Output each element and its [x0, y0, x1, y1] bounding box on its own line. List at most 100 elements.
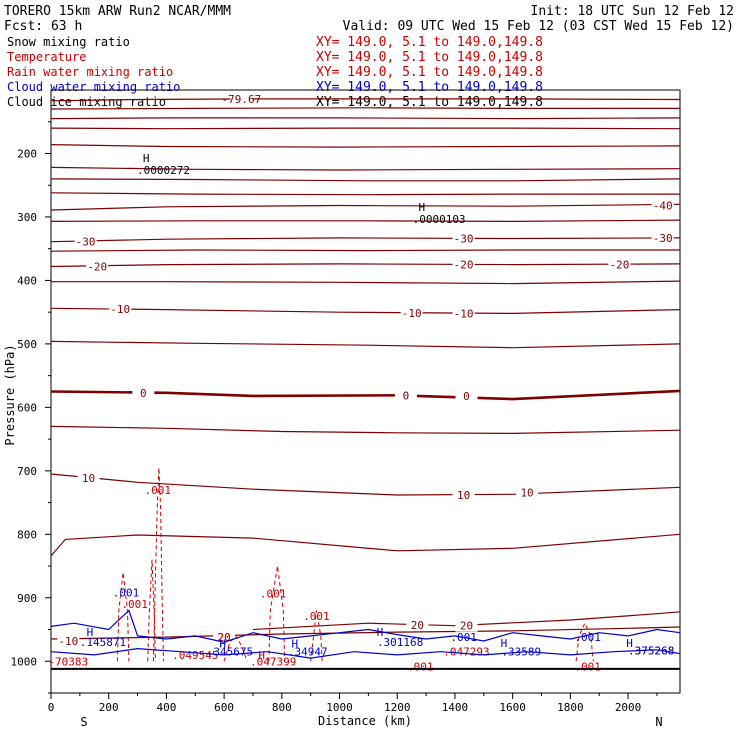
isotherm-label-bg [452, 307, 475, 320]
header-fcst: Fcst: 63 h [4, 19, 82, 34]
high-marker: H [418, 201, 425, 214]
y-axis-label: Pressure (hPa) [3, 344, 17, 445]
isotherm-label: 0 [403, 389, 410, 402]
y-tick-label: 1000 [11, 655, 38, 668]
y-tick-label: 500 [17, 338, 37, 351]
isotherm-label: -20 [87, 260, 107, 273]
isotherm-label: -10 [454, 307, 474, 320]
x-axis-label: Distance (km) [318, 714, 412, 728]
isotherm [50, 626, 681, 640]
isotherm [50, 144, 681, 148]
isotherm [50, 219, 681, 223]
high-marker: H [219, 637, 226, 650]
isotherm [50, 249, 680, 252]
isotherm-label-bg [516, 486, 539, 499]
isotherm-label-bg [651, 199, 674, 212]
isotherm [50, 127, 681, 130]
y-tick-label: 800 [17, 528, 37, 541]
x-tick-label: 2000 [615, 701, 642, 714]
isotherm-label-bg [394, 389, 417, 402]
x-tick-label: 200 [99, 701, 119, 714]
isotherm-label-bg [74, 235, 97, 248]
isotherm [51, 280, 681, 285]
isotherm-label-bg [406, 619, 429, 632]
isotherm-label: 0 [463, 390, 470, 403]
isotherm-label: 20 [460, 620, 473, 633]
legend-entry: Rain water mixing ratio [7, 65, 173, 79]
cloudwater-label: .33589 [501, 646, 541, 659]
cloudwater-label: .001 [450, 631, 477, 644]
isotherm-label: -10 [402, 307, 422, 320]
high-marker: H [258, 649, 265, 662]
south-end-label: S [80, 715, 87, 729]
high-marker: H [87, 626, 94, 639]
x-tick-label: 0 [48, 701, 55, 714]
cloudwater-label: .001 [113, 587, 140, 600]
header-init: Init: 18 UTC Sun 12 Feb 12 [531, 4, 735, 19]
rain-contour [147, 559, 156, 662]
rain-label: .047293 [443, 646, 489, 659]
isotherm-label: 20 [411, 619, 424, 632]
isotherm [50, 98, 681, 102]
isotherm-label: 0 [140, 387, 147, 400]
rain-label: .375268 [628, 644, 674, 657]
legend-entry: Cloud ice mixing ratio [7, 95, 166, 109]
isotherm [50, 178, 681, 182]
isotherm-label-bg [455, 389, 478, 402]
rain-contour [152, 467, 164, 662]
y-tick-label: 600 [17, 401, 37, 414]
high-marker: .0000272 [137, 164, 190, 177]
rain-label: .001 [407, 660, 434, 673]
rain-contour [268, 566, 286, 662]
rain-label: .001 [121, 598, 148, 611]
y-tick-label: 200 [17, 147, 37, 160]
plot-area: -79.67 -40 -30 -30 -30 -20 -20 -20 -10 -10 -10 0 0 0 1… [48, 89, 681, 694]
rain-label: .001 [260, 587, 287, 600]
rain-contour [223, 635, 248, 662]
isotherm-label: -20 [609, 259, 629, 272]
high-marker: H [626, 637, 633, 650]
cloudwater-label: .375268 [628, 644, 674, 657]
cloudwater-label: .001 [574, 631, 601, 644]
rain-contour [575, 621, 594, 662]
isotherm-label: -30 [653, 232, 673, 245]
x-tick-label: 1600 [499, 701, 526, 714]
high-marker: H [377, 626, 384, 639]
isotherm [50, 473, 681, 496]
cloudwater-label: .34947 [288, 646, 328, 659]
x-tick-label: 1200 [384, 701, 411, 714]
isotherm [50, 533, 681, 557]
isotherm-label-bg [452, 258, 475, 271]
isotherm [50, 237, 681, 243]
isotherm-label: -40 [653, 200, 673, 213]
cloudwater-contour [50, 609, 681, 643]
isotherm-label-bg [608, 258, 631, 271]
isotherm [50, 166, 681, 171]
legend-entry: Cloud water mixing ratio [7, 80, 180, 94]
y-tick-label: 400 [17, 274, 37, 287]
x-tick-label: 1000 [326, 701, 353, 714]
y-tick-label: 300 [17, 211, 37, 224]
y-tick-label: 700 [17, 465, 37, 478]
isotherm-label: 10 [520, 486, 533, 499]
isotherm-label-bg [400, 306, 423, 319]
isotherm [50, 107, 680, 110]
isotherm-label: -30 [454, 233, 474, 246]
isotherm-label-bg [77, 471, 100, 484]
isotherm-label: 10 [82, 472, 95, 485]
isotherm-label-bg [109, 302, 132, 315]
high-marker: H [291, 637, 298, 650]
legend-first-range: XY= 149.0, 5.1 to 149.0,149.8 [316, 35, 543, 50]
isotherm-label-bg [651, 231, 674, 244]
isotherm-label: -79.67 [222, 93, 262, 106]
x-tick-label: 600 [214, 701, 234, 714]
cloudwater-label: .301168 [377, 636, 423, 649]
rain-label: .001 [574, 660, 601, 673]
high-marker: H [501, 637, 508, 650]
isotherm [50, 340, 681, 349]
isotherm-label: -10 [110, 303, 130, 316]
isotherm-label-bg [452, 488, 475, 501]
rain-contour [310, 610, 323, 662]
rain-label: .047399 [250, 655, 296, 668]
